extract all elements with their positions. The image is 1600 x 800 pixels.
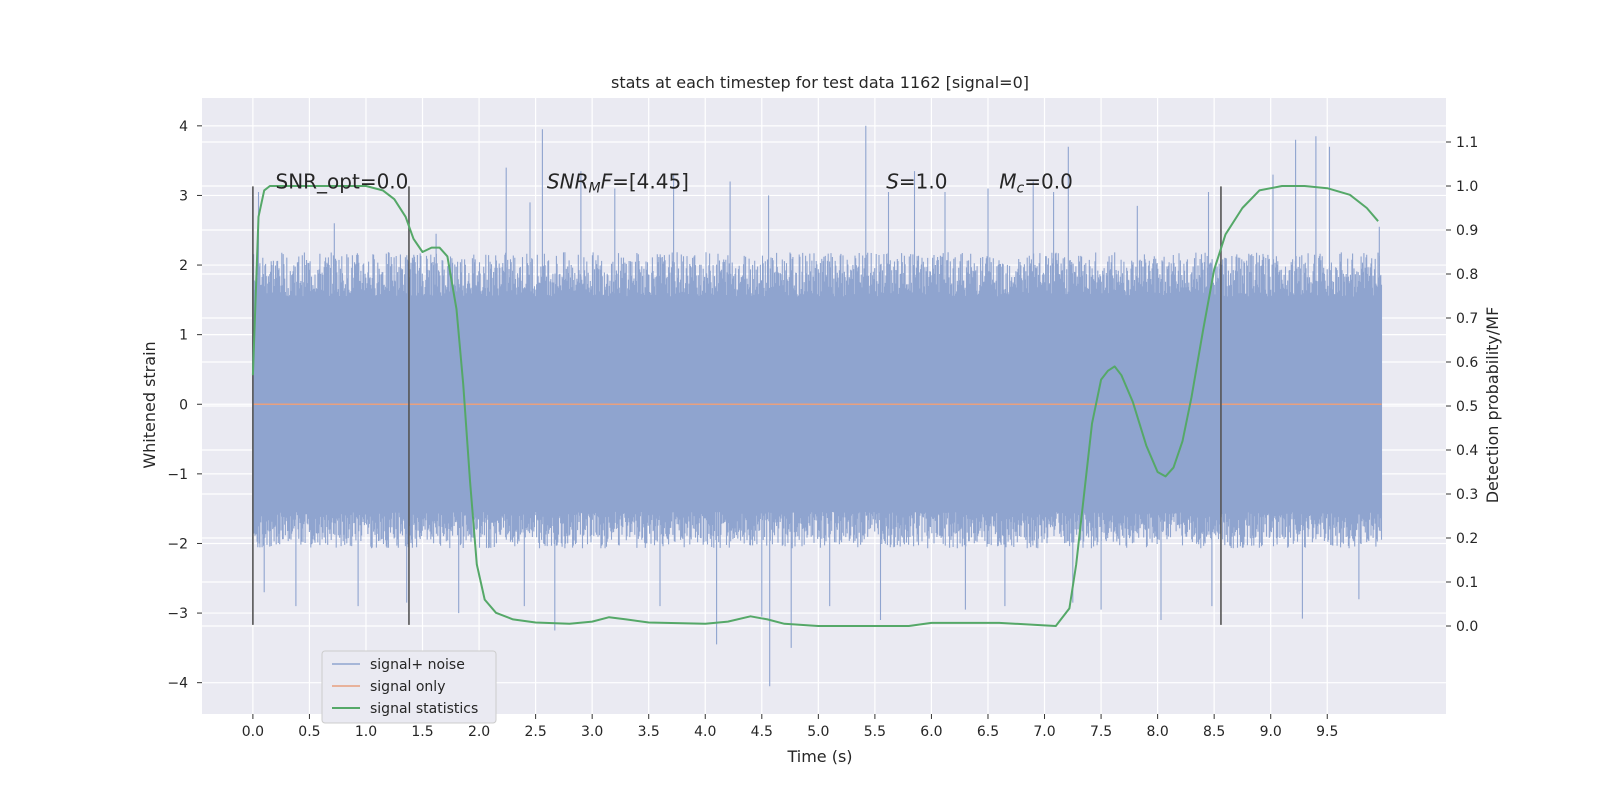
- x-tick-label: 1.5: [411, 724, 433, 740]
- y-right-axis-label: Detection probability/MF: [1483, 307, 1502, 504]
- annotation: Mc=0.0: [999, 169, 1073, 196]
- x-tick-label: 5.0: [807, 724, 829, 740]
- y-left-tick-label: 4: [179, 119, 188, 135]
- chart-title: stats at each timestep for test data 116…: [611, 73, 1029, 92]
- y-right-tick-label: 0.4: [1456, 443, 1478, 459]
- y-right-axis-ticks: 1.1 1.0 0.9 0.8 0.7 0.6 0.5 0.4 0.3 0.2 0.1 0.0: [1446, 135, 1478, 635]
- signal-statistics-line: [251, 185, 1379, 627]
- x-tick-label: 9.0: [1260, 724, 1282, 740]
- x-tick-label: 6.0: [920, 724, 942, 740]
- series-signal-noise: [252, 125, 1383, 687]
- x-tick-label: 2.0: [468, 724, 490, 740]
- annotation: SNR_opt=0.0: [276, 169, 409, 193]
- x-tick-label: 6.5: [977, 724, 999, 740]
- x-tick-label: 3.5: [638, 724, 660, 740]
- y-right-tick-label: 0.1: [1456, 575, 1478, 591]
- legend: signal+ noise signal only signal statist…: [321, 650, 497, 724]
- legend-frame: [321, 650, 497, 724]
- x-tick-label: 5.5: [864, 724, 886, 740]
- x-tick-label: 9.5: [1316, 724, 1338, 740]
- y-left-tick-label: 0: [179, 397, 188, 413]
- y-left-tick-label: 2: [179, 258, 188, 274]
- y-right-tick-label: 1.1: [1456, 135, 1478, 151]
- y-left-axis-ticks: 4 3 2 1 0 −1 −2 −3 −4: [167, 119, 202, 692]
- y-right-tick-label: 1.0: [1456, 179, 1478, 195]
- x-axis-label: Time (s): [786, 747, 852, 766]
- x-tick-label: 4.0: [694, 724, 716, 740]
- y-left-tick-label: −3: [167, 606, 188, 622]
- y-left-axis-label: Whitened strain: [140, 341, 159, 468]
- x-tick-label: 0.5: [298, 724, 320, 740]
- y-right-tick-label: 0.7: [1456, 311, 1478, 327]
- y-right-tick-label: 0.2: [1456, 531, 1478, 547]
- vertical-markers: [252, 186, 1222, 625]
- series-signal-statistics: [251, 185, 1379, 627]
- y-right-tick-label: 0.0: [1456, 619, 1478, 635]
- x-tick-label: 8.0: [1146, 724, 1168, 740]
- legend-label-signal-only: signal only: [370, 679, 445, 695]
- y-left-tick-label: −2: [167, 536, 188, 552]
- y-right-tick-label: 0.5: [1456, 399, 1478, 415]
- x-tick-label: 7.0: [1033, 724, 1055, 740]
- y-left-tick-label: −4: [167, 676, 188, 692]
- y-left-tick-label: −1: [167, 467, 188, 483]
- legend-label-signal-statistics: signal statistics: [370, 701, 478, 717]
- x-tick-label: 0.0: [242, 724, 264, 740]
- x-tick-label: 1.0: [355, 724, 377, 740]
- x-tick-label: 3.0: [581, 724, 603, 740]
- x-axis-ticks: 0.0 0.5 1.0 1.5 2.0 2.5 3.0 3.5 4.0 4.5 5.0 5.5 6.0 6…: [242, 714, 1338, 740]
- x-tick-label: 2.5: [524, 724, 546, 740]
- annotation: S=1.0: [886, 169, 947, 193]
- x-tick-label: 7.5: [1090, 724, 1112, 740]
- x-tick-label: 8.5: [1203, 724, 1225, 740]
- annotations: SNR_opt=0.0 SNRMF=[4.45] S=1.0 Mc=0.0: [276, 169, 1073, 196]
- x-tick-label: 4.5: [751, 724, 773, 740]
- y-right-tick-label: 0.3: [1456, 487, 1478, 503]
- y-left-tick-label: 3: [179, 188, 188, 204]
- y-right-tick-label: 0.9: [1456, 223, 1478, 239]
- annotation: SNRMF=[4.45]: [547, 169, 689, 196]
- y-right-tick-label: 0.8: [1456, 267, 1478, 283]
- y-left-tick-label: 1: [179, 328, 188, 344]
- y-right-tick-label: 0.6: [1456, 355, 1478, 371]
- legend-label-signal-noise: signal+ noise: [370, 657, 465, 673]
